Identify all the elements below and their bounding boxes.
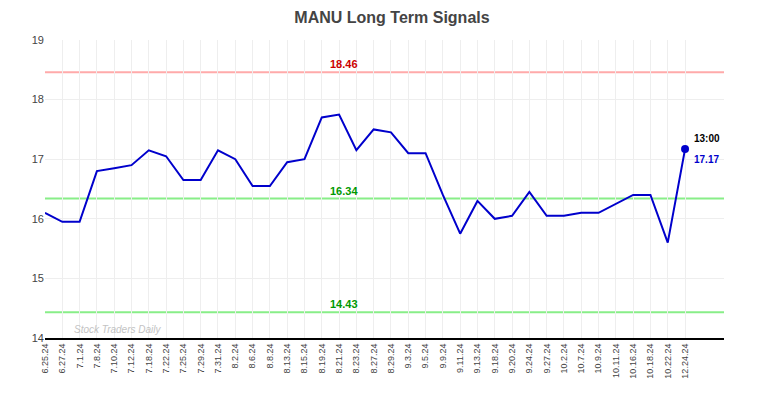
- svg-text:7.12.24: 7.12.24: [126, 344, 136, 374]
- svg-text:9.11.24: 9.11.24: [455, 344, 465, 373]
- svg-text:8.15.24: 8.15.24: [299, 344, 309, 374]
- svg-text:MANU Long Term Signals: MANU Long Term Signals: [294, 9, 489, 26]
- svg-text:6.25.24: 6.25.24: [40, 344, 50, 374]
- svg-text:9.3.24: 9.3.24: [403, 344, 413, 369]
- svg-text:8.21.24: 8.21.24: [334, 344, 344, 374]
- svg-text:8.23.24: 8.23.24: [351, 344, 361, 374]
- svg-text:10.11.24: 10.11.24: [611, 344, 621, 378]
- svg-text:8.13.24: 8.13.24: [282, 344, 292, 374]
- svg-text:17.17: 17.17: [694, 154, 719, 165]
- svg-text:7.18.24: 7.18.24: [144, 344, 154, 374]
- svg-text:14: 14: [32, 332, 44, 344]
- svg-text:9.27.24: 9.27.24: [542, 344, 552, 374]
- svg-text:14.43: 14.43: [330, 298, 358, 310]
- svg-text:7.22.24: 7.22.24: [161, 344, 171, 374]
- svg-text:8.19.24: 8.19.24: [317, 344, 327, 374]
- svg-text:6.27.24: 6.27.24: [57, 344, 67, 374]
- svg-text:17: 17: [32, 153, 44, 165]
- svg-text:10.16.24: 10.16.24: [628, 344, 638, 379]
- svg-text:7.25.24: 7.25.24: [178, 344, 188, 374]
- svg-text:9.24.24: 9.24.24: [524, 344, 534, 374]
- svg-text:10.2.24: 10.2.24: [559, 344, 569, 374]
- svg-text:19: 19: [32, 34, 44, 46]
- svg-text:15: 15: [32, 272, 44, 284]
- svg-text:7.10.24: 7.10.24: [109, 344, 119, 374]
- svg-text:18.46: 18.46: [330, 58, 358, 70]
- svg-text:8.2.24: 8.2.24: [230, 344, 240, 369]
- svg-text:18: 18: [32, 93, 44, 105]
- svg-text:10.22.24: 10.22.24: [663, 344, 673, 379]
- svg-text:12.24.24: 12.24.24: [680, 344, 690, 379]
- svg-text:9.9.24: 9.9.24: [438, 344, 448, 369]
- svg-text:10.7.24: 10.7.24: [576, 344, 586, 374]
- svg-text:10.9.24: 10.9.24: [593, 344, 603, 374]
- svg-text:16.34: 16.34: [330, 185, 358, 197]
- svg-text:8.29.24: 8.29.24: [386, 344, 396, 374]
- svg-text:8.6.24: 8.6.24: [248, 344, 258, 369]
- svg-text:9.18.24: 9.18.24: [490, 344, 500, 374]
- svg-text:7.8.24: 7.8.24: [92, 344, 102, 369]
- svg-text:13:00: 13:00: [694, 133, 720, 144]
- svg-text:9.20.24: 9.20.24: [507, 344, 517, 374]
- svg-text:Stock Traders Daily: Stock Traders Daily: [74, 324, 162, 335]
- svg-text:9.5.24: 9.5.24: [420, 344, 430, 369]
- svg-text:7.1.24: 7.1.24: [75, 344, 85, 369]
- svg-text:9.13.24: 9.13.24: [472, 344, 482, 374]
- svg-text:8.8.24: 8.8.24: [265, 344, 275, 369]
- svg-text:8.27.24: 8.27.24: [369, 344, 379, 374]
- svg-text:10.18.24: 10.18.24: [645, 344, 655, 379]
- svg-text:7.31.24: 7.31.24: [213, 344, 223, 374]
- svg-text:16: 16: [32, 213, 44, 225]
- svg-text:7.29.24: 7.29.24: [196, 344, 206, 374]
